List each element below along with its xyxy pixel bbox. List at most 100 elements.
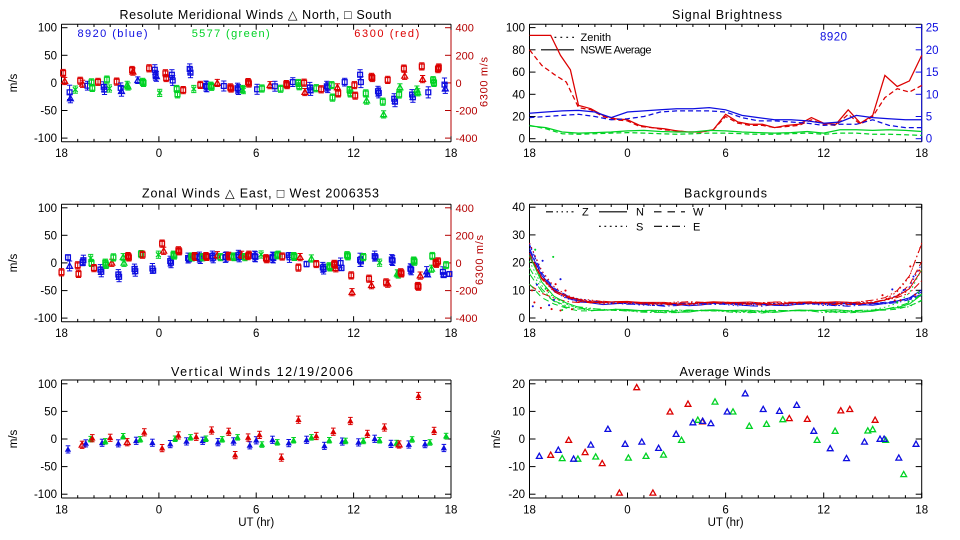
svg-text:6300 m/s: 6300 m/s bbox=[479, 57, 491, 108]
svg-text:200: 200 bbox=[456, 50, 474, 62]
svg-text:60: 60 bbox=[512, 67, 525, 79]
svg-text:6: 6 bbox=[253, 148, 259, 160]
svg-text:400: 400 bbox=[456, 203, 474, 215]
svg-text:18: 18 bbox=[55, 505, 68, 517]
svg-text:10: 10 bbox=[512, 285, 525, 297]
svg-text:Z: Z bbox=[582, 207, 589, 219]
svg-text:-10: -10 bbox=[508, 462, 525, 474]
svg-text:18: 18 bbox=[445, 328, 458, 340]
svg-text:0: 0 bbox=[519, 434, 525, 446]
svg-text:10: 10 bbox=[926, 89, 939, 101]
svg-text:m/s: m/s bbox=[8, 73, 20, 92]
svg-text:200: 200 bbox=[456, 230, 474, 242]
svg-text:18: 18 bbox=[523, 505, 536, 517]
svg-text:-20: -20 bbox=[508, 489, 525, 501]
svg-text:25: 25 bbox=[926, 23, 939, 35]
svg-text:0: 0 bbox=[51, 434, 57, 446]
svg-text:12: 12 bbox=[817, 505, 830, 517]
svg-text:S: S bbox=[636, 222, 643, 234]
svg-text:50: 50 bbox=[44, 50, 57, 62]
svg-text:0: 0 bbox=[156, 328, 162, 340]
svg-text:0: 0 bbox=[51, 258, 57, 270]
svg-text:0: 0 bbox=[519, 134, 525, 146]
svg-text:5577 (green): 5577 (green) bbox=[192, 28, 270, 40]
svg-text:100: 100 bbox=[38, 379, 57, 391]
svg-text:E: E bbox=[693, 222, 700, 234]
svg-text:20: 20 bbox=[512, 112, 525, 124]
svg-text:0: 0 bbox=[156, 148, 162, 160]
svg-text:12: 12 bbox=[347, 328, 360, 340]
svg-text:20: 20 bbox=[512, 379, 525, 391]
svg-text:-100: -100 bbox=[34, 133, 57, 145]
svg-text:40: 40 bbox=[512, 202, 525, 214]
svg-text:6300 m/s: 6300 m/s bbox=[474, 235, 486, 286]
svg-text:40: 40 bbox=[512, 89, 525, 101]
svg-text:Resolute Meridional Winds △: Resolute Meridional Winds △ North, □ Sou… bbox=[120, 8, 392, 22]
svg-text:Average Winds: Average Winds bbox=[680, 365, 771, 379]
svg-text:12: 12 bbox=[817, 148, 830, 160]
svg-text:m/s: m/s bbox=[8, 253, 20, 272]
svg-text:10: 10 bbox=[512, 406, 525, 418]
svg-text:400: 400 bbox=[456, 23, 474, 35]
svg-text:-100: -100 bbox=[34, 489, 57, 501]
svg-text:N: N bbox=[636, 207, 644, 219]
svg-text:m/s: m/s bbox=[8, 429, 20, 448]
svg-text:Vertical Winds 12/19/2006: Vertical Winds 12/19/2006 bbox=[171, 365, 353, 379]
svg-text:18: 18 bbox=[445, 148, 458, 160]
svg-text:UT (hr): UT (hr) bbox=[238, 517, 274, 529]
svg-text:18: 18 bbox=[55, 328, 68, 340]
svg-text:0: 0 bbox=[519, 313, 525, 325]
svg-text:6: 6 bbox=[253, 505, 259, 517]
svg-text:Backgrounds: Backgrounds bbox=[684, 187, 767, 201]
svg-text:18: 18 bbox=[915, 505, 928, 517]
svg-text:0: 0 bbox=[624, 328, 630, 340]
svg-text:12: 12 bbox=[817, 328, 830, 340]
svg-text:18: 18 bbox=[523, 148, 536, 160]
svg-text:15: 15 bbox=[926, 67, 939, 79]
svg-text:0: 0 bbox=[926, 134, 932, 146]
svg-text:100: 100 bbox=[506, 23, 525, 35]
svg-text:-400: -400 bbox=[456, 313, 478, 325]
svg-text:8920: 8920 bbox=[820, 32, 847, 44]
svg-text:18: 18 bbox=[523, 328, 536, 340]
svg-text:UT (hr): UT (hr) bbox=[708, 517, 744, 529]
svg-text:0: 0 bbox=[456, 258, 462, 270]
svg-text:0: 0 bbox=[51, 78, 57, 90]
svg-text:12: 12 bbox=[347, 148, 360, 160]
svg-text:20: 20 bbox=[926, 45, 939, 57]
svg-text:6: 6 bbox=[722, 328, 728, 340]
svg-text:8920 (blue): 8920 (blue) bbox=[78, 28, 148, 40]
svg-text:5: 5 bbox=[926, 112, 932, 124]
svg-text:50: 50 bbox=[44, 230, 57, 242]
svg-text:-200: -200 bbox=[456, 286, 478, 298]
svg-text:50: 50 bbox=[44, 406, 57, 418]
svg-text:-100: -100 bbox=[34, 313, 57, 325]
svg-text:18: 18 bbox=[915, 148, 928, 160]
svg-text:6: 6 bbox=[722, 505, 728, 517]
svg-text:0: 0 bbox=[624, 148, 630, 160]
svg-text:18: 18 bbox=[445, 505, 458, 517]
svg-text:W: W bbox=[693, 207, 704, 219]
svg-text:-50: -50 bbox=[40, 286, 57, 298]
svg-text:12: 12 bbox=[347, 505, 360, 517]
svg-text:-50: -50 bbox=[40, 106, 57, 118]
svg-text:0: 0 bbox=[156, 505, 162, 517]
svg-text:-50: -50 bbox=[40, 462, 57, 474]
svg-text:100: 100 bbox=[38, 203, 57, 215]
svg-text:NSWE Average: NSWE Average bbox=[581, 45, 652, 57]
svg-text:20: 20 bbox=[512, 258, 525, 270]
svg-text:100: 100 bbox=[38, 23, 57, 35]
svg-text:Signal Brightness: Signal Brightness bbox=[672, 8, 782, 22]
svg-text:0: 0 bbox=[624, 505, 630, 517]
svg-text:-200: -200 bbox=[456, 106, 478, 118]
svg-text:Zenith: Zenith bbox=[581, 32, 612, 44]
svg-text:6: 6 bbox=[253, 328, 259, 340]
svg-text:6: 6 bbox=[722, 148, 728, 160]
svg-text:30: 30 bbox=[512, 230, 525, 242]
svg-text:m/s: m/s bbox=[491, 429, 503, 448]
svg-text:-400: -400 bbox=[456, 133, 478, 145]
svg-text:6300 (red): 6300 (red) bbox=[354, 28, 419, 40]
svg-text:80: 80 bbox=[512, 45, 525, 57]
svg-text:18: 18 bbox=[915, 328, 928, 340]
svg-text:Zonal Winds △ East, □ West 20: Zonal Winds △ East, □ West 2006353 bbox=[142, 187, 379, 201]
